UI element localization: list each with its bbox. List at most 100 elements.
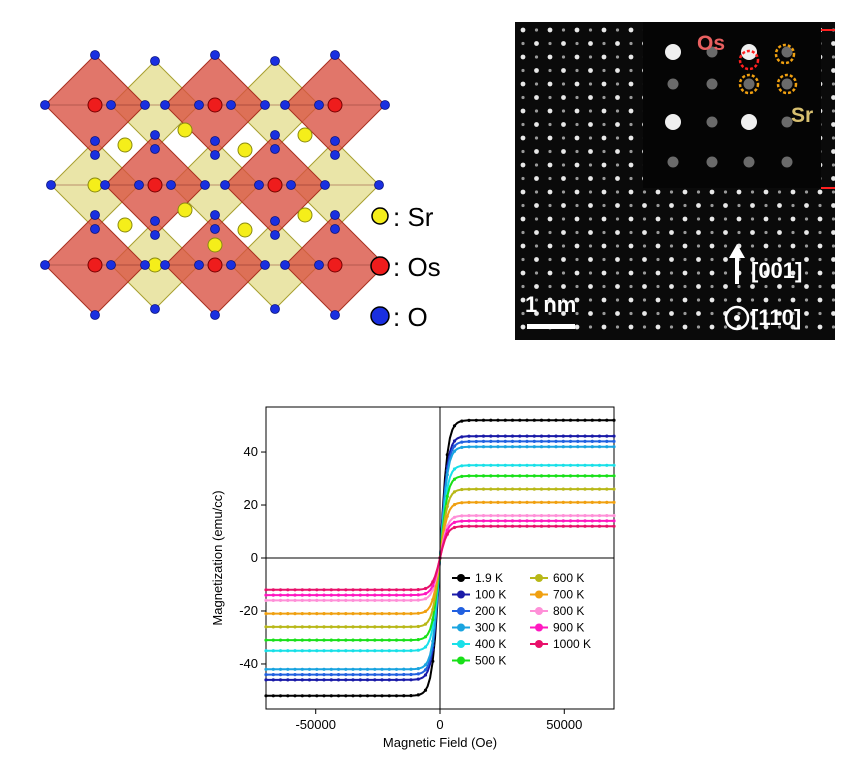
lattice-spot bbox=[574, 270, 580, 276]
series-point bbox=[467, 514, 471, 518]
series-point bbox=[409, 593, 413, 597]
lattice-spot bbox=[642, 298, 647, 302]
series-point bbox=[264, 593, 268, 597]
series-point bbox=[286, 612, 290, 616]
lattice-spot bbox=[548, 68, 552, 73]
series-point bbox=[481, 474, 486, 478]
series-point bbox=[496, 434, 500, 438]
series-point bbox=[431, 580, 435, 584]
lattice-spot bbox=[575, 41, 579, 46]
series-point bbox=[394, 612, 399, 616]
series-point bbox=[358, 694, 362, 698]
lattice-spot bbox=[534, 95, 539, 100]
lattice-spot bbox=[777, 325, 782, 329]
series-point bbox=[525, 434, 529, 438]
lattice-spot bbox=[629, 95, 633, 100]
series-point bbox=[373, 694, 377, 698]
lattice-spot bbox=[602, 68, 606, 73]
sr-atom bbox=[237, 222, 253, 238]
series-point bbox=[605, 524, 609, 528]
lattice-spot bbox=[709, 270, 715, 276]
series-point bbox=[409, 649, 413, 653]
x-tick-label: -50000 bbox=[295, 717, 335, 732]
arrow-001-icon bbox=[729, 244, 745, 284]
series-point bbox=[445, 528, 449, 532]
sr-inset-label: Sr bbox=[791, 104, 813, 127]
series-point bbox=[489, 445, 493, 449]
lattice-spot bbox=[791, 311, 795, 316]
series-point bbox=[496, 514, 500, 518]
lattice-spot bbox=[588, 163, 593, 167]
x-tick-label: 50000 bbox=[546, 717, 582, 732]
series-point bbox=[344, 588, 348, 592]
series-point bbox=[315, 667, 319, 671]
lattice-spot bbox=[601, 297, 607, 303]
lattice-spot bbox=[737, 311, 741, 316]
lattice-spot bbox=[763, 270, 769, 276]
lattice-spot bbox=[588, 217, 593, 221]
lattice-spot bbox=[696, 230, 701, 235]
sr-atom bbox=[117, 217, 133, 233]
series-point bbox=[539, 439, 544, 443]
series-point bbox=[322, 667, 326, 671]
series-point bbox=[496, 519, 500, 523]
series-point bbox=[583, 445, 587, 449]
series-point bbox=[365, 612, 370, 616]
series-point bbox=[568, 418, 573, 422]
series-point bbox=[518, 474, 522, 478]
o-atom bbox=[160, 260, 170, 270]
lattice-spot bbox=[561, 109, 566, 113]
lattice-spot bbox=[655, 243, 661, 249]
series-point bbox=[576, 434, 580, 438]
series-point bbox=[271, 694, 275, 698]
lattice-spot bbox=[696, 298, 701, 302]
lattice-spot bbox=[547, 270, 553, 276]
lattice-spot bbox=[521, 95, 525, 100]
lattice-spot bbox=[615, 298, 620, 302]
lattice-spot bbox=[777, 257, 782, 262]
series-point bbox=[431, 584, 435, 588]
series-point bbox=[394, 694, 399, 698]
lattice-spot bbox=[629, 149, 633, 154]
series-point bbox=[307, 638, 312, 642]
series-point bbox=[380, 673, 384, 677]
lattice-spot bbox=[548, 284, 552, 289]
series-point bbox=[293, 598, 297, 602]
series-point bbox=[597, 514, 602, 518]
os-atom bbox=[267, 177, 283, 193]
series-point bbox=[474, 434, 478, 438]
series-point bbox=[576, 500, 580, 504]
legend-swatch-dot bbox=[535, 623, 543, 632]
lattice-spot bbox=[548, 122, 552, 127]
series-point bbox=[583, 519, 587, 523]
lattice-spot bbox=[683, 230, 687, 235]
lattice-spot bbox=[534, 163, 539, 167]
lattice-spot bbox=[817, 324, 823, 330]
lattice-spot bbox=[615, 149, 620, 154]
series-point bbox=[583, 487, 587, 491]
legend-swatch-dot bbox=[535, 590, 543, 599]
lattice-spot bbox=[709, 243, 715, 249]
lattice-spot bbox=[521, 149, 525, 154]
lattice-spot bbox=[588, 298, 593, 302]
series-point bbox=[481, 514, 486, 518]
lattice-spot bbox=[750, 190, 755, 194]
series-point bbox=[452, 477, 457, 481]
series-point bbox=[539, 418, 544, 422]
lattice-spot bbox=[642, 230, 647, 235]
lattice-spot bbox=[534, 109, 539, 113]
lattice-spot bbox=[547, 27, 553, 33]
lattice-spot bbox=[790, 270, 796, 276]
lattice-spot bbox=[750, 271, 755, 275]
series-point bbox=[539, 519, 544, 523]
series-point bbox=[539, 487, 544, 491]
lattice-spot bbox=[602, 284, 606, 289]
series-point bbox=[423, 688, 428, 692]
lattice-spot bbox=[602, 257, 606, 262]
series-point bbox=[358, 649, 362, 653]
lattice-spot bbox=[575, 230, 579, 235]
lattice-spot bbox=[804, 190, 809, 194]
series-point bbox=[532, 418, 536, 422]
lattice-spot bbox=[548, 41, 552, 46]
series-point bbox=[539, 445, 544, 449]
